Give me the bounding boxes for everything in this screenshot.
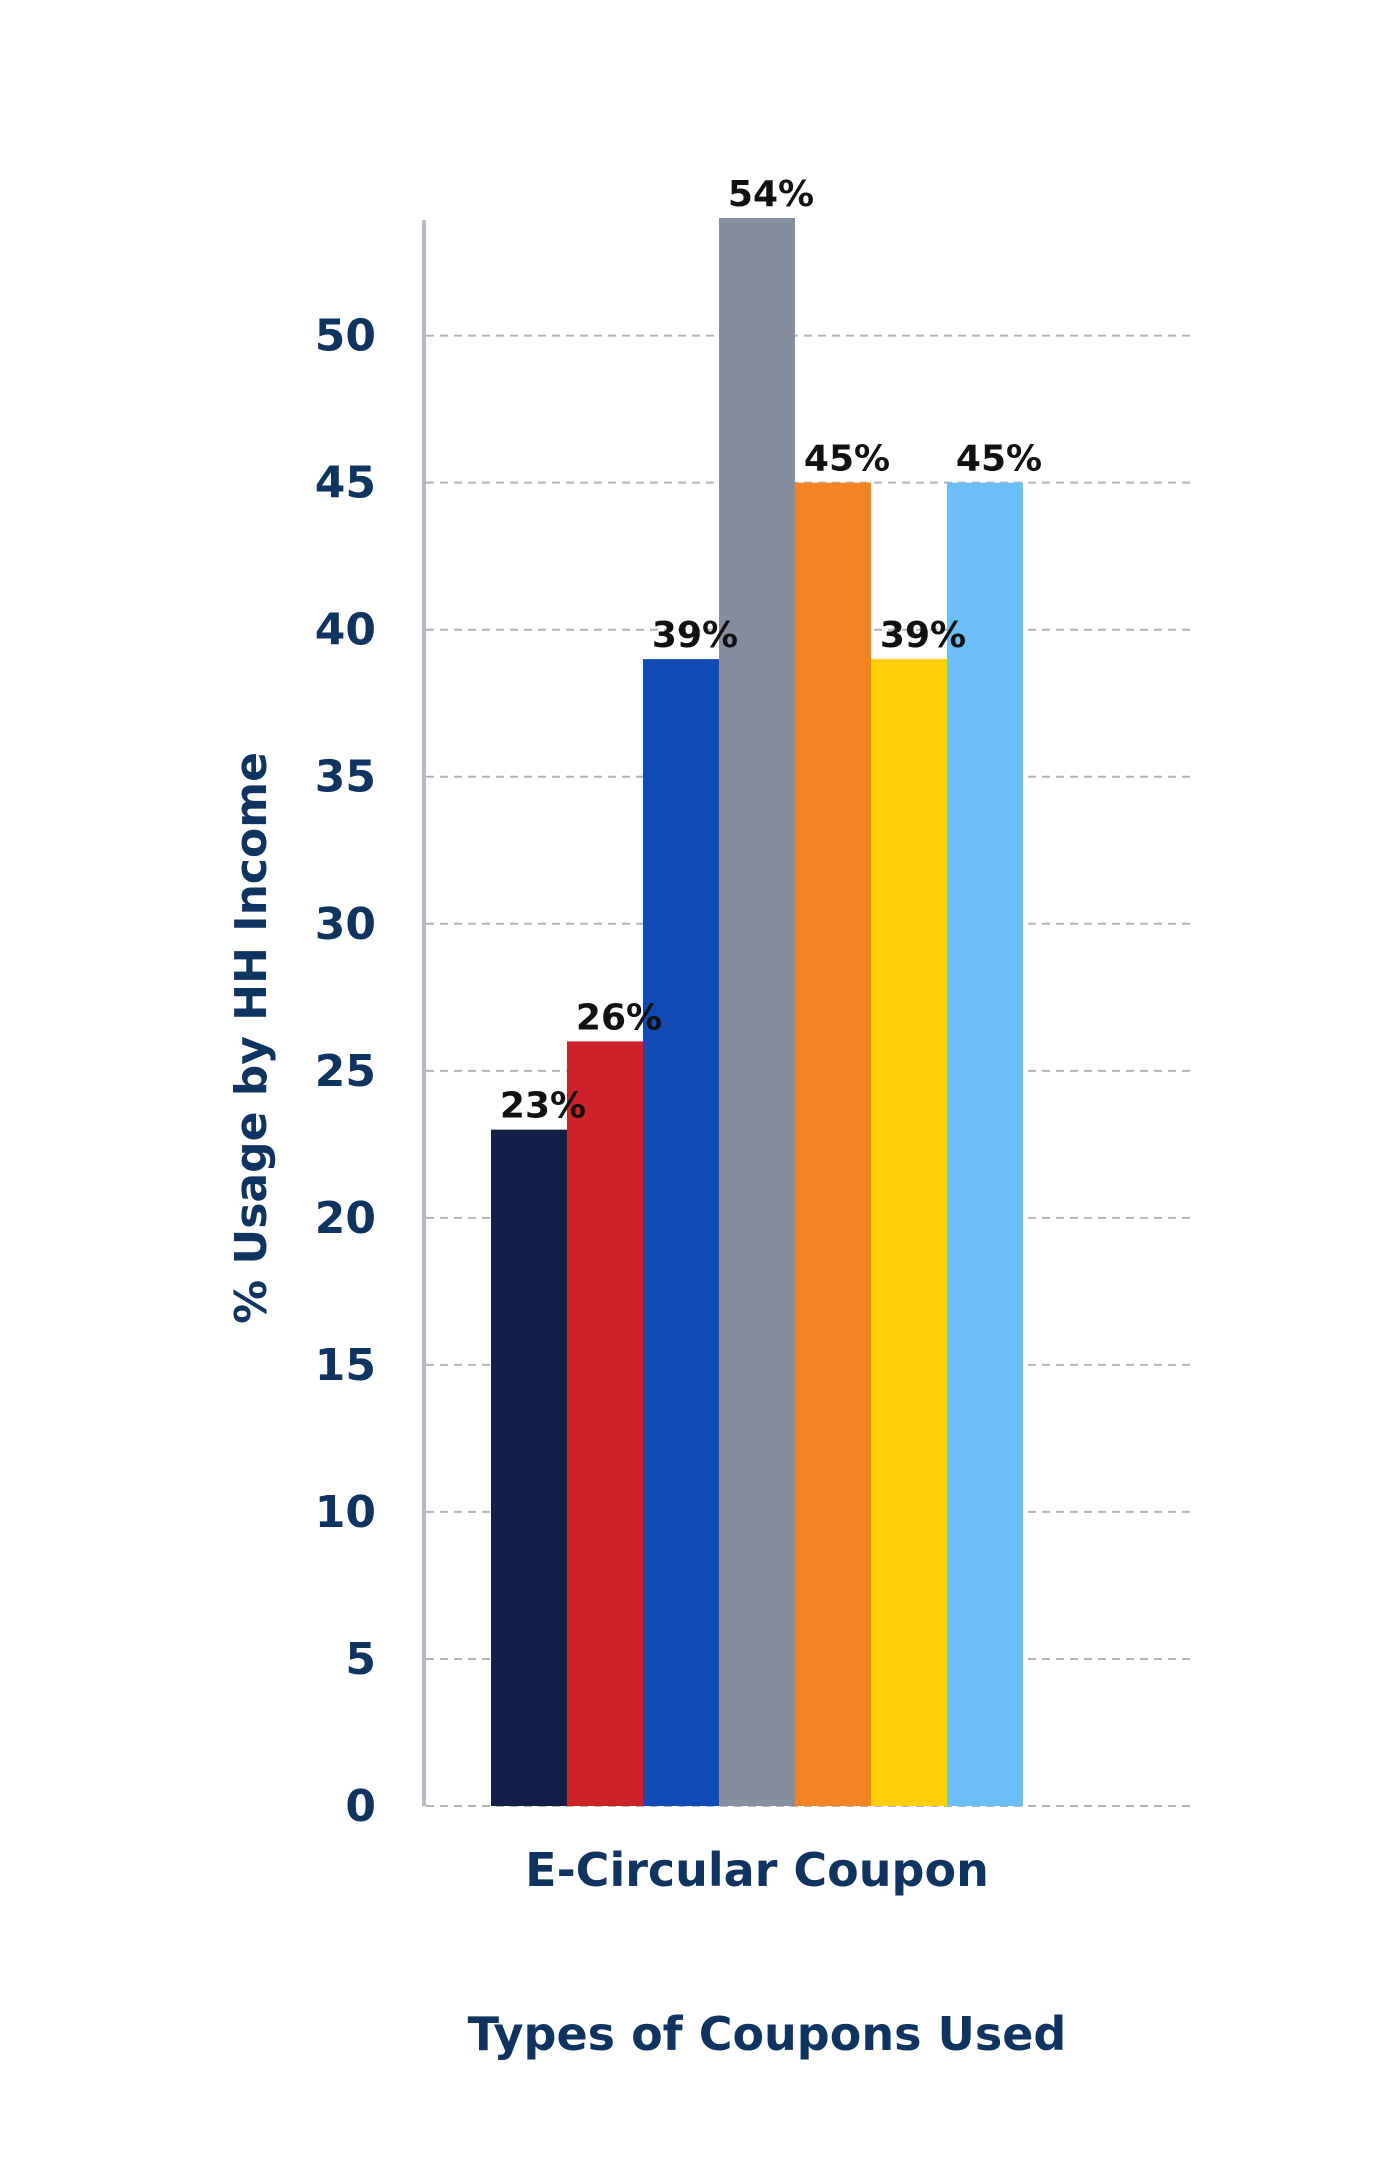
bars: [491, 218, 1023, 1807]
data-label: 45%: [804, 439, 890, 480]
y-tick-label: 10: [315, 1487, 376, 1538]
bar: [567, 1041, 643, 1806]
bar: [643, 659, 719, 1806]
bar: [871, 659, 947, 1806]
y-tick-label: 15: [315, 1340, 376, 1391]
data-label: 45%: [956, 439, 1042, 480]
data-label: 54%: [728, 174, 814, 215]
y-tick-label: 0: [345, 1781, 376, 1832]
y-tick-label: 5: [345, 1634, 376, 1685]
y-tick-label: 35: [315, 752, 376, 803]
bar: [491, 1129, 567, 1806]
data-label: 39%: [880, 615, 966, 656]
data-label: 26%: [576, 997, 662, 1038]
y-tick-label: 20: [315, 1193, 376, 1244]
bar: [719, 218, 795, 1806]
data-label: 23%: [500, 1086, 586, 1127]
y-tick-label: 45: [315, 458, 376, 509]
y-tick-label: 40: [315, 605, 376, 656]
y-tick-labels: 0 5 10 15 20 25 30 35 40 45 50: [315, 311, 376, 1832]
bar: [947, 482, 1023, 1807]
y-axis-title: % Usage by HH Income: [226, 752, 277, 1324]
y-tick-label: 25: [315, 1046, 376, 1097]
data-label: 39%: [652, 615, 738, 656]
bar: [795, 482, 871, 1807]
data-labels: 23% 26% 39% 54% 45% 39% 45%: [500, 174, 1042, 1127]
x-axis-title: Types of Coupons Used: [468, 2007, 1067, 2061]
y-tick-label: 50: [315, 311, 376, 362]
y-tick-label: 30: [315, 899, 376, 950]
x-category-label: E-Circular Coupon: [525, 1843, 989, 1897]
